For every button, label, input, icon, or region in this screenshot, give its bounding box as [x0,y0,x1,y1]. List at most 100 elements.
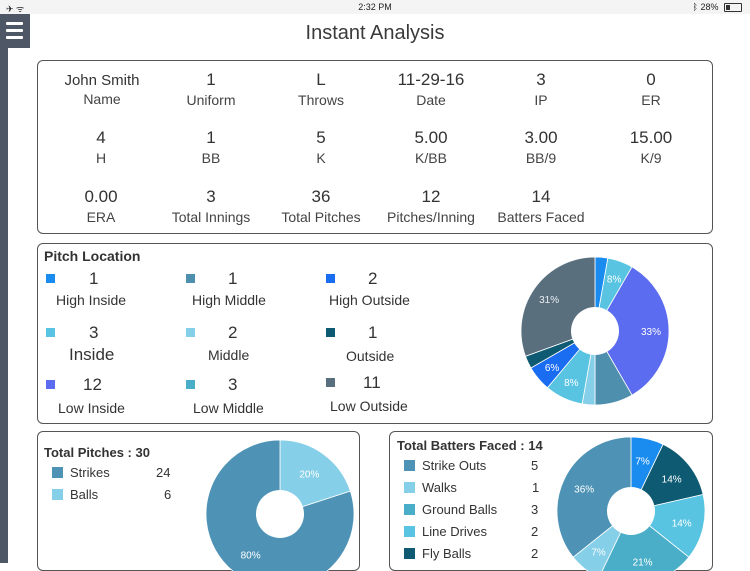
stat-value: 5.00 [414,128,448,147]
stat-value: 3.00 [524,128,558,147]
stat-k-9: 15.00 K/9 [591,128,711,166]
batters-faced-title: Total Batters Faced : 14 [397,438,543,453]
stat-name: John Smith Name [42,70,162,107]
legend-count: 3 [531,502,539,517]
color-swatch [326,378,335,387]
color-swatch [404,504,415,515]
color-swatch [46,328,55,337]
pitch-location-title: Pitch Location [44,248,141,264]
batters-faced-panel: Total Batters Faced : 14 Strike Outs 5 W… [389,431,713,571]
location-count: 3 [89,323,99,342]
stat-label: Name [83,91,121,107]
location-label: Middle [208,347,250,363]
location-count: 11 [363,373,381,392]
stat-throws: L Throws [261,70,381,108]
pitch-location-donut-chart: 8% 33% 8% 6% 31% [520,256,669,405]
battery-percent: 28% [700,2,719,12]
battery-icon [724,3,742,13]
color-swatch [46,380,55,389]
stat-er: 0 ER [591,70,711,108]
slice-label: 7% [635,456,650,467]
stat-label: IP [534,92,548,108]
location-count: 3 [228,375,238,394]
hamburger-line [6,36,23,39]
legend-label: Line Drives [422,524,488,539]
page-title: Instant Analysis [305,22,445,44]
hamburger-icon [6,22,23,25]
stat-total-pitches: 36 Total Pitches [261,187,381,225]
location-count: 1 [228,269,238,288]
stat-value: 3 [206,187,216,206]
slice-label: 7% [591,547,606,558]
stat-era: 0.00 ERA [41,187,161,225]
color-swatch [326,274,335,283]
legend-item-strikes: Strikes 24 [52,465,182,483]
legend-count: 5 [531,458,539,473]
stat-value: 11-29-16 [397,70,465,89]
total-pitches-panel: Total Pitches : 30 Strikes 24 Balls 6 20… [37,431,360,571]
stat-value: 0 [646,70,656,89]
battery-indicator: ᛒ 28% [692,2,742,13]
location-count: 1 [89,269,99,288]
status-bar: ✈ ᯤ 2:32 PM ᛒ 28% [0,0,750,14]
stat-value: L [316,70,326,89]
color-swatch [404,526,415,537]
slice-label: 33% [640,327,660,338]
legend-label: Strikes [70,465,110,480]
stat-label: Total Pitches [281,209,361,225]
donut-slice [556,436,631,558]
stat-ip: 3 IP [481,70,601,108]
hamburger-line [6,29,23,32]
airplane-wifi-icon: ✈ ᯤ [6,4,25,14]
stat-value: John Smith [64,72,140,89]
stat-label: ERA [86,209,116,225]
legend-label: Balls [70,487,99,502]
slice-label: 14% [671,518,691,529]
stat-label: Uniform [186,92,236,108]
color-swatch [186,328,195,337]
stat-label: Pitches/Inning [387,209,475,225]
stat-label: K/BB [415,150,447,166]
slice-label: 20% [299,469,319,480]
color-swatch [52,489,63,500]
stat-value: 1 [206,128,216,147]
location-count: 2 [368,269,378,288]
stat-value: 4 [96,128,106,147]
slice-label: 8% [564,377,579,388]
legend-count: 2 [531,546,539,561]
location-count: 2 [228,323,238,342]
summary-panel: John Smith Name 1 Uniform L Throws 11-29-16… [37,60,713,234]
legend-label: Fly Balls [422,546,472,561]
stat-k-bb: 5.00 K/BB [371,128,491,166]
status-time: 2:32 PM [358,2,392,12]
legend-count: 1 [532,480,540,495]
location-label: High Middle [192,292,266,308]
legend-count: 6 [164,487,172,502]
location-label: Low Outside [330,398,408,414]
stat-value: 15.00 [629,128,673,147]
total-pitches-title: Total Pitches : 30 [44,445,150,460]
legend-label: Walks [422,480,457,495]
legend-item-walks: Walks 1 [404,480,544,498]
stat-label: BB [201,150,221,166]
stat-label: ER [641,92,661,108]
stat-uniform: 1 Uniform [151,70,271,108]
location-label: Outside [346,348,395,364]
slice-label: 6% [544,362,559,373]
donut-slice [629,443,704,512]
stat-value: 14 [531,187,551,206]
legend-count: 2 [531,524,539,539]
slice-label: 14% [661,474,681,485]
stat-label: Date [416,92,446,108]
donut-hole [255,489,304,538]
bluetooth-icon: ᛒ [692,2,698,12]
slice-label: 31% [539,294,559,305]
location-label: High Inside [56,292,127,308]
stat-value: 3 [536,70,546,89]
total-pitches-donut-chart: 20% 80% [205,439,354,571]
stat-value: 12 [421,187,441,206]
slice-label: 8% [606,274,621,285]
menu-button[interactable] [0,14,30,48]
